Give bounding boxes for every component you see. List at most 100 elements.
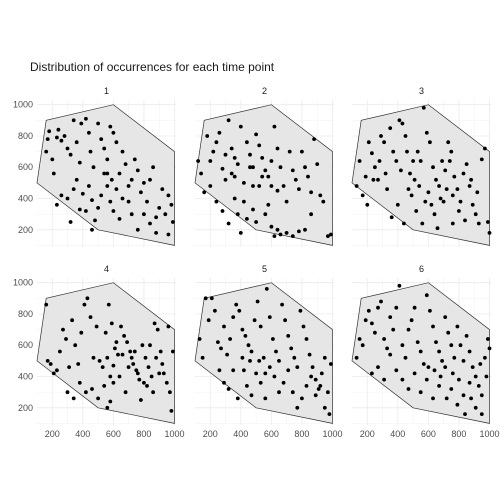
- data-point: [108, 375, 112, 379]
- data-point: [105, 184, 109, 188]
- data-point: [108, 200, 112, 204]
- data-point: [270, 184, 274, 188]
- y-tick-label: 800: [18, 309, 33, 319]
- data-point: [271, 337, 275, 341]
- x-tick-label: 1000: [164, 429, 184, 439]
- data-point: [78, 161, 82, 165]
- data-point: [394, 159, 398, 163]
- data-point: [282, 381, 286, 385]
- data-point: [49, 362, 53, 366]
- data-point: [456, 403, 460, 407]
- data-point: [63, 134, 67, 138]
- data-point: [245, 384, 249, 388]
- data-point: [462, 393, 466, 397]
- data-point: [55, 203, 59, 207]
- data-point: [376, 178, 380, 182]
- data-point: [171, 220, 175, 224]
- data-point: [372, 178, 376, 182]
- data-point: [89, 315, 93, 319]
- data-point: [439, 375, 443, 379]
- data-point: [452, 175, 456, 179]
- x-tick-label: 800: [451, 429, 466, 439]
- data-point: [55, 368, 59, 372]
- facet-label: 2: [262, 86, 267, 96]
- data-point: [373, 331, 377, 335]
- data-point: [355, 184, 359, 188]
- data-point: [101, 365, 105, 369]
- data-point: [257, 144, 261, 148]
- data-point: [480, 393, 484, 397]
- data-point: [427, 190, 431, 194]
- data-point: [142, 381, 146, 385]
- data-point: [136, 372, 140, 376]
- data-point: [202, 190, 206, 194]
- data-point: [446, 140, 450, 144]
- data-point: [248, 165, 252, 169]
- x-tick-label: 200: [360, 429, 375, 439]
- data-point: [227, 222, 231, 226]
- data-point: [69, 220, 73, 224]
- data-point: [154, 215, 158, 219]
- data-point: [285, 231, 289, 235]
- data-point: [425, 131, 429, 135]
- data-point: [44, 303, 48, 307]
- data-point: [263, 397, 267, 401]
- data-point: [480, 158, 484, 162]
- data-point: [309, 375, 313, 379]
- data-point: [462, 359, 466, 363]
- x-tick-label: 200: [45, 429, 60, 439]
- data-point: [308, 353, 312, 357]
- data-point: [157, 372, 161, 376]
- data-point: [122, 334, 126, 338]
- data-point: [90, 387, 94, 391]
- y-tick-label: 600: [18, 340, 33, 350]
- data-point: [422, 106, 426, 110]
- data-point: [247, 343, 251, 347]
- data-point: [451, 222, 455, 226]
- data-point: [234, 303, 238, 307]
- data-point: [276, 189, 280, 193]
- data-point: [89, 150, 93, 154]
- data-point: [218, 131, 222, 135]
- data-point: [430, 203, 434, 207]
- data-point: [469, 178, 473, 182]
- data-point: [289, 347, 293, 351]
- data-point: [311, 365, 315, 369]
- data-point: [139, 190, 143, 194]
- data-point: [263, 169, 267, 173]
- data-point: [263, 212, 267, 216]
- data-point: [274, 350, 278, 354]
- data-point: [433, 212, 437, 216]
- data-point: [367, 309, 371, 313]
- data-point: [75, 140, 79, 144]
- data-point: [465, 162, 469, 166]
- data-point: [107, 303, 111, 307]
- data-point: [86, 296, 90, 300]
- data-point: [104, 331, 108, 335]
- data-point: [365, 203, 369, 207]
- data-point: [81, 192, 85, 196]
- data-point: [58, 350, 62, 354]
- data-point: [151, 390, 155, 394]
- data-point: [379, 134, 383, 138]
- data-point: [131, 362, 135, 366]
- data-point: [96, 122, 100, 126]
- data-point: [201, 356, 205, 360]
- data-point: [121, 353, 125, 357]
- data-point: [55, 136, 59, 140]
- data-point: [483, 356, 487, 360]
- data-point: [151, 165, 155, 169]
- data-point: [385, 187, 389, 191]
- data-point: [224, 153, 228, 157]
- data-point: [483, 147, 487, 151]
- data-point: [250, 350, 254, 354]
- data-point: [477, 384, 481, 388]
- data-point: [419, 390, 423, 394]
- data-point: [165, 381, 169, 385]
- data-point: [148, 343, 152, 347]
- data-point: [302, 325, 306, 329]
- data-point: [167, 233, 171, 237]
- data-point: [283, 318, 287, 322]
- data-point: [46, 359, 50, 363]
- data-point: [382, 140, 386, 144]
